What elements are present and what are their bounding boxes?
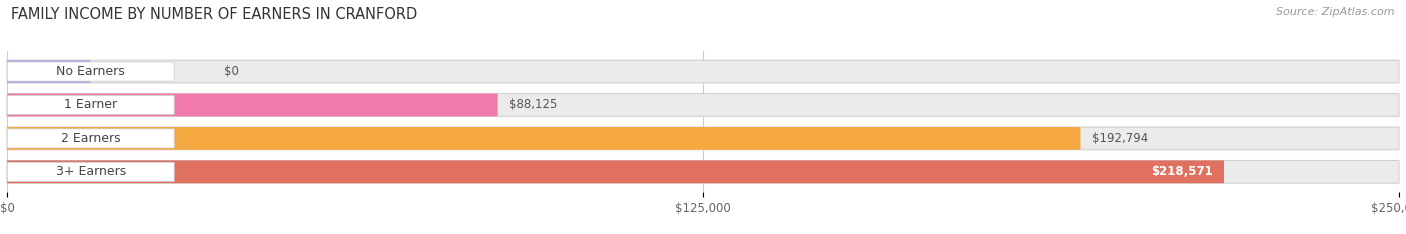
FancyBboxPatch shape	[7, 95, 174, 114]
Text: 1 Earner: 1 Earner	[65, 99, 117, 111]
Text: FAMILY INCOME BY NUMBER OF EARNERS IN CRANFORD: FAMILY INCOME BY NUMBER OF EARNERS IN CR…	[11, 7, 418, 22]
FancyBboxPatch shape	[7, 60, 90, 83]
FancyBboxPatch shape	[7, 162, 174, 181]
Text: $0: $0	[224, 65, 239, 78]
FancyBboxPatch shape	[7, 161, 1225, 183]
Text: $218,571: $218,571	[1152, 165, 1213, 178]
FancyBboxPatch shape	[7, 161, 1399, 183]
Text: No Earners: No Earners	[56, 65, 125, 78]
FancyBboxPatch shape	[7, 62, 174, 81]
Text: $88,125: $88,125	[509, 99, 557, 111]
FancyBboxPatch shape	[7, 94, 498, 116]
FancyBboxPatch shape	[7, 129, 174, 148]
Text: 3+ Earners: 3+ Earners	[56, 165, 125, 178]
Text: Source: ZipAtlas.com: Source: ZipAtlas.com	[1277, 7, 1395, 17]
FancyBboxPatch shape	[7, 127, 1080, 150]
FancyBboxPatch shape	[7, 94, 1399, 116]
FancyBboxPatch shape	[7, 127, 1399, 150]
Text: $192,794: $192,794	[1091, 132, 1147, 145]
FancyBboxPatch shape	[7, 60, 1399, 83]
Text: 2 Earners: 2 Earners	[60, 132, 121, 145]
